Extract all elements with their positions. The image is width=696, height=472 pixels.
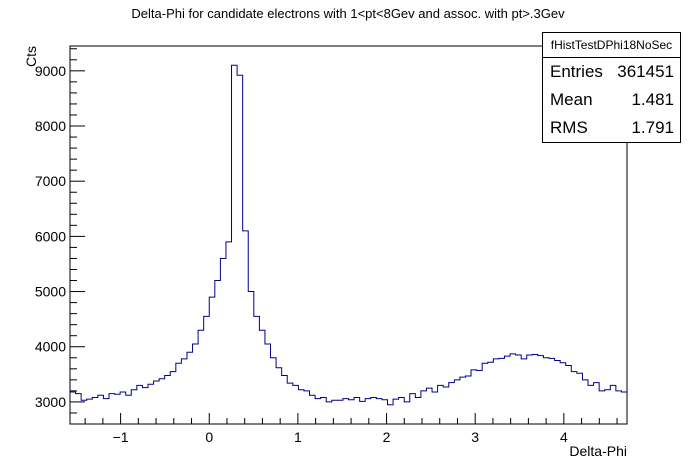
x-tick-label: −1: [113, 429, 129, 445]
x-tick-label: 2: [383, 429, 391, 445]
y-tick-label: 8000: [35, 118, 66, 134]
stats-row-mean: Mean 1.481: [543, 86, 680, 114]
stats-label: RMS: [550, 118, 588, 137]
stats-value: 1.481: [631, 90, 674, 109]
axis-tick-labels: −1 0 1 2 3 4 3000 4000 5000 6000 7000 8000 9000: [35, 63, 568, 445]
x-tick-label: 1: [294, 429, 302, 445]
y-tick-label: 9000: [35, 63, 66, 79]
stats-label: Entries: [550, 62, 603, 81]
chart-title: Delta-Phi for candidate electrons with 1…: [131, 6, 565, 21]
stats-value: 1.791: [631, 118, 674, 137]
axis-ticks: [70, 48, 618, 425]
stats-value: 361451: [617, 62, 674, 81]
stats-row-entries: Entries 361451: [543, 58, 680, 86]
x-tick-label: 0: [205, 429, 213, 445]
x-axis-label: Delta-Phi: [569, 443, 627, 459]
histogram-line: [70, 64, 627, 406]
stats-box: fHistTestDPhi18NoSec Entries 361451 Mean…: [542, 32, 681, 143]
y-tick-label: 5000: [35, 284, 66, 300]
y-axis-label: Cts: [23, 46, 39, 67]
y-tick-label: 3000: [35, 394, 66, 410]
x-tick-label: 4: [560, 429, 568, 445]
y-tick-label: 6000: [35, 228, 66, 244]
stats-label: Mean: [550, 90, 593, 109]
y-tick-label: 7000: [35, 173, 66, 189]
plot-frame: [69, 45, 628, 425]
y-tick-label: 4000: [35, 339, 66, 355]
stats-row-rms: RMS 1.791: [543, 114, 680, 142]
x-tick-label: 3: [471, 429, 479, 445]
stats-name: fHistTestDPhi18NoSec: [543, 33, 680, 58]
